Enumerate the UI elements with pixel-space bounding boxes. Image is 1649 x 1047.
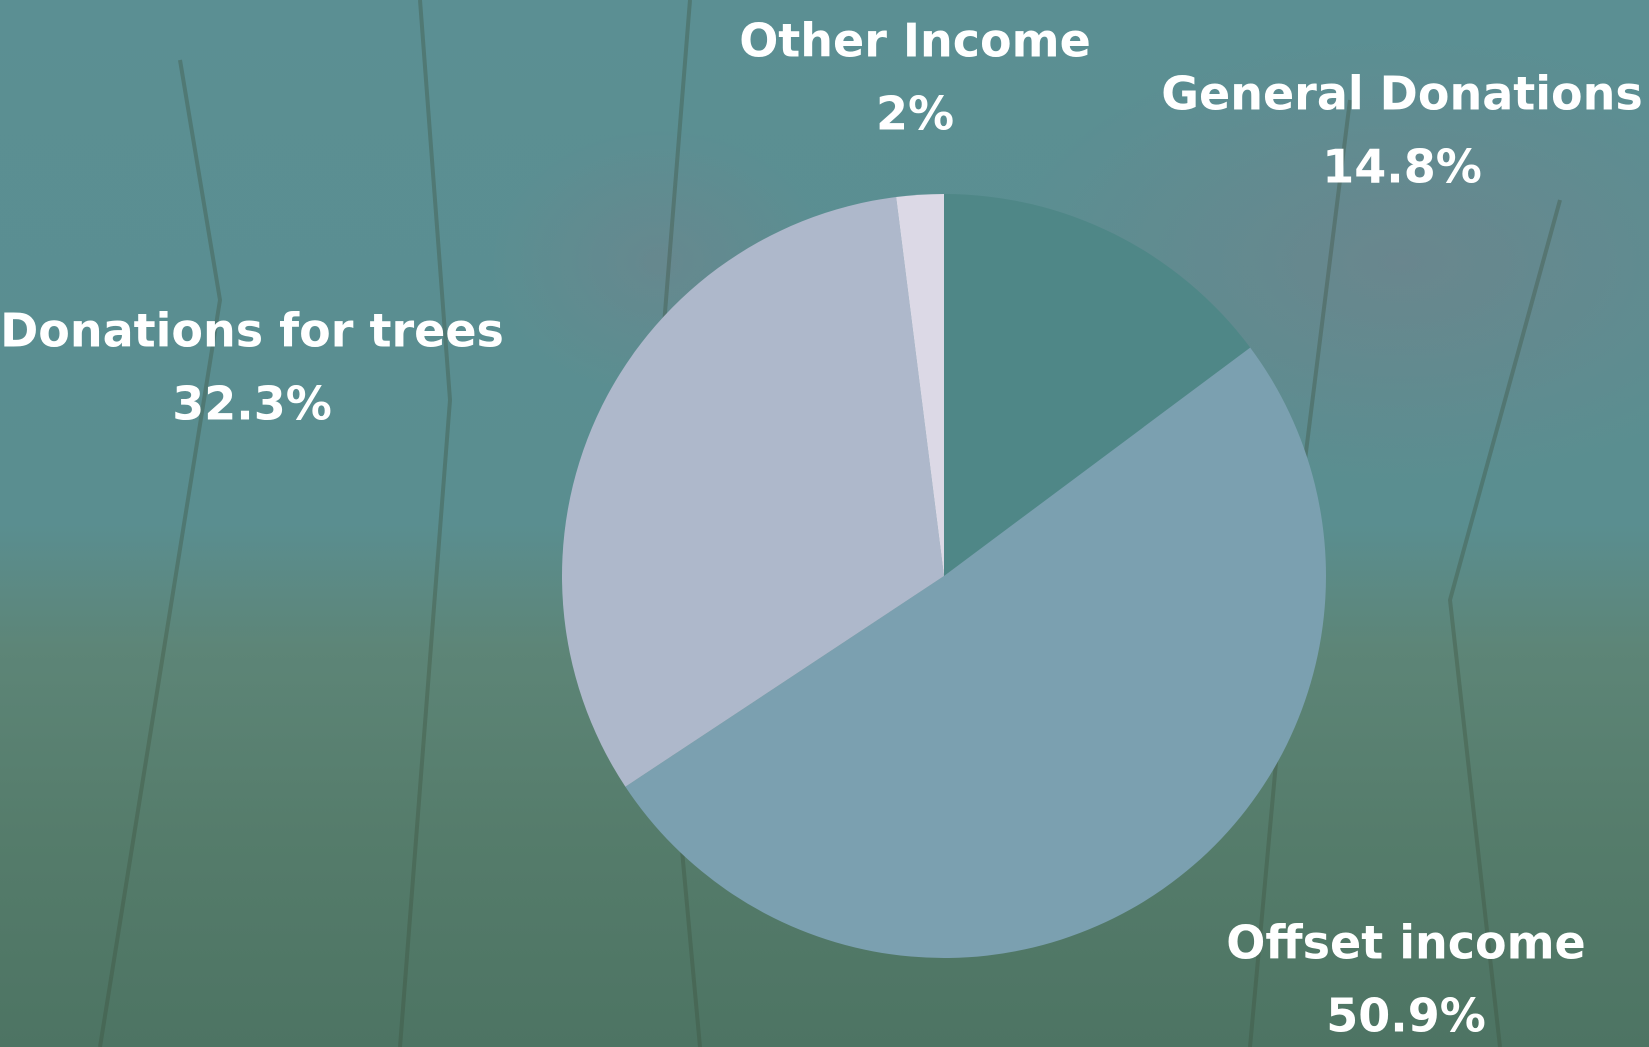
slice-label: General Donations <box>1161 67 1642 121</box>
slice-value-label: 32.3% <box>172 377 332 431</box>
slice-value-label: 2% <box>876 87 954 141</box>
slice-value-label: 14.8% <box>1322 140 1482 194</box>
pie-slice <box>625 347 1326 958</box>
slice-label: Donations for trees <box>0 304 504 358</box>
pie-slice <box>896 194 944 576</box>
pie-slice <box>562 197 944 787</box>
slice-value-label: 50.9% <box>1326 989 1486 1043</box>
slice-label: Other Income <box>739 14 1091 68</box>
slice-label: Offset income <box>1226 916 1585 970</box>
pie-slice <box>944 194 1251 576</box>
